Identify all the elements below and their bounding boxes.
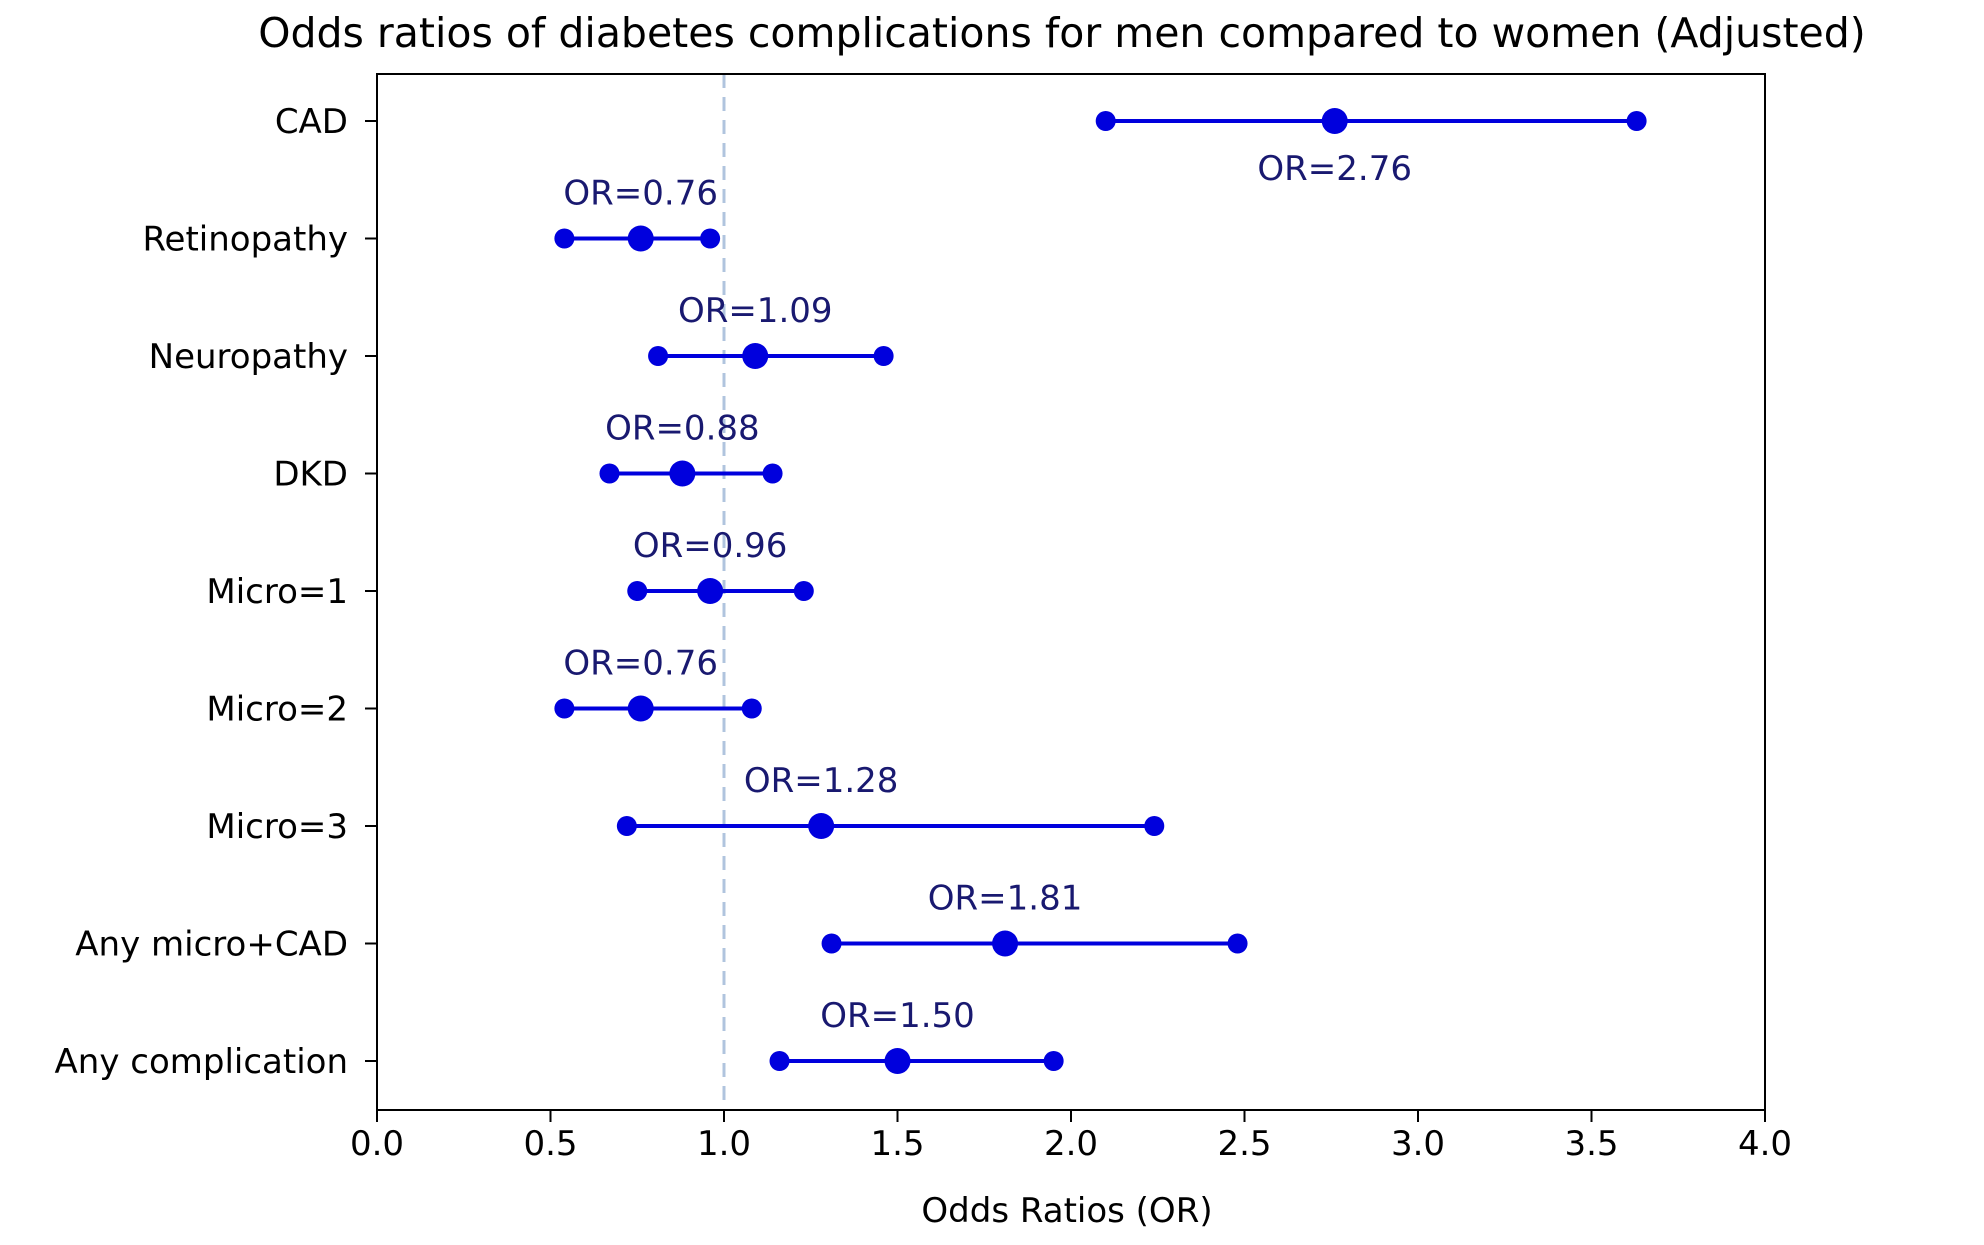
ci-lower-marker	[1095, 111, 1116, 131]
x-tick-label: 0.0	[350, 1124, 404, 1164]
x-tick-label: 3.0	[1391, 1124, 1445, 1164]
ci-upper-marker	[1626, 111, 1647, 131]
or-point	[884, 1048, 911, 1074]
or-label: OR=1.28	[744, 761, 899, 801]
x-tick-label: 1.0	[697, 1124, 751, 1164]
ci-upper-marker	[1144, 816, 1165, 836]
y-tick-label: Any complication	[55, 1042, 348, 1082]
or-point	[992, 930, 1019, 957]
plot-area: 0.0 0.5 1.0 1.5 2.0 2.5 3.0 3.5 4.0 CAD OR=2.76 Ret…	[55, 73, 1792, 1164]
or-point	[1321, 108, 1348, 134]
ci-upper-marker	[1227, 933, 1248, 954]
or-point	[742, 343, 769, 369]
x-tick-label: 0.5	[523, 1124, 577, 1164]
y-tick-label: Micro=2	[206, 690, 348, 730]
or-point	[627, 695, 654, 722]
or-label: OR=0.76	[563, 644, 718, 684]
y-tick-label: Any micro+CAD	[75, 925, 348, 965]
or-point	[808, 813, 835, 839]
chart-title: Odds ratios of diabetes complications fo…	[258, 9, 1866, 57]
ci-upper-marker	[1043, 1051, 1064, 1071]
or-label: OR=1.81	[928, 879, 1083, 919]
or-label: OR=0.88	[605, 409, 760, 449]
x-axis-label: Odds Ratios (OR)	[921, 1191, 1212, 1231]
x-tick-label: 3.5	[1564, 1124, 1618, 1164]
ci-upper-marker	[741, 698, 762, 719]
ci-upper-marker	[793, 581, 814, 601]
x-tick-label: 2.5	[1217, 1124, 1271, 1164]
ci-lower-marker	[627, 581, 648, 601]
ci-upper-marker	[873, 346, 894, 366]
or-label: OR=1.09	[678, 291, 833, 331]
ci-upper-marker	[700, 228, 721, 249]
ci-lower-marker	[616, 816, 637, 836]
or-label: OR=0.96	[633, 526, 788, 566]
y-tick-label: Micro=3	[206, 807, 348, 847]
x-tick-label: 2.0	[1044, 1124, 1098, 1164]
y-tick-label: CAD	[275, 102, 348, 142]
ci-lower-marker	[769, 1051, 790, 1071]
x-tick-label: 4.0	[1738, 1124, 1792, 1164]
y-tick-label: Neuropathy	[149, 337, 348, 377]
y-tick-label: Micro=1	[206, 572, 348, 612]
or-point	[697, 578, 724, 604]
x-tick-label: 1.5	[870, 1124, 924, 1164]
y-tick-label: DKD	[273, 455, 348, 495]
y-tick-label: Retinopathy	[142, 220, 348, 260]
ci-lower-marker	[599, 463, 620, 484]
ci-lower-marker	[554, 698, 575, 719]
ci-lower-marker	[554, 228, 575, 249]
ci-lower-marker	[648, 346, 669, 366]
or-point	[669, 460, 696, 487]
or-point	[627, 225, 654, 252]
or-label: OR=1.50	[820, 996, 975, 1036]
or-label: OR=2.76	[1257, 149, 1412, 189]
ci-lower-marker	[821, 933, 842, 954]
ci-upper-marker	[762, 463, 783, 484]
or-label: OR=0.76	[563, 174, 718, 214]
